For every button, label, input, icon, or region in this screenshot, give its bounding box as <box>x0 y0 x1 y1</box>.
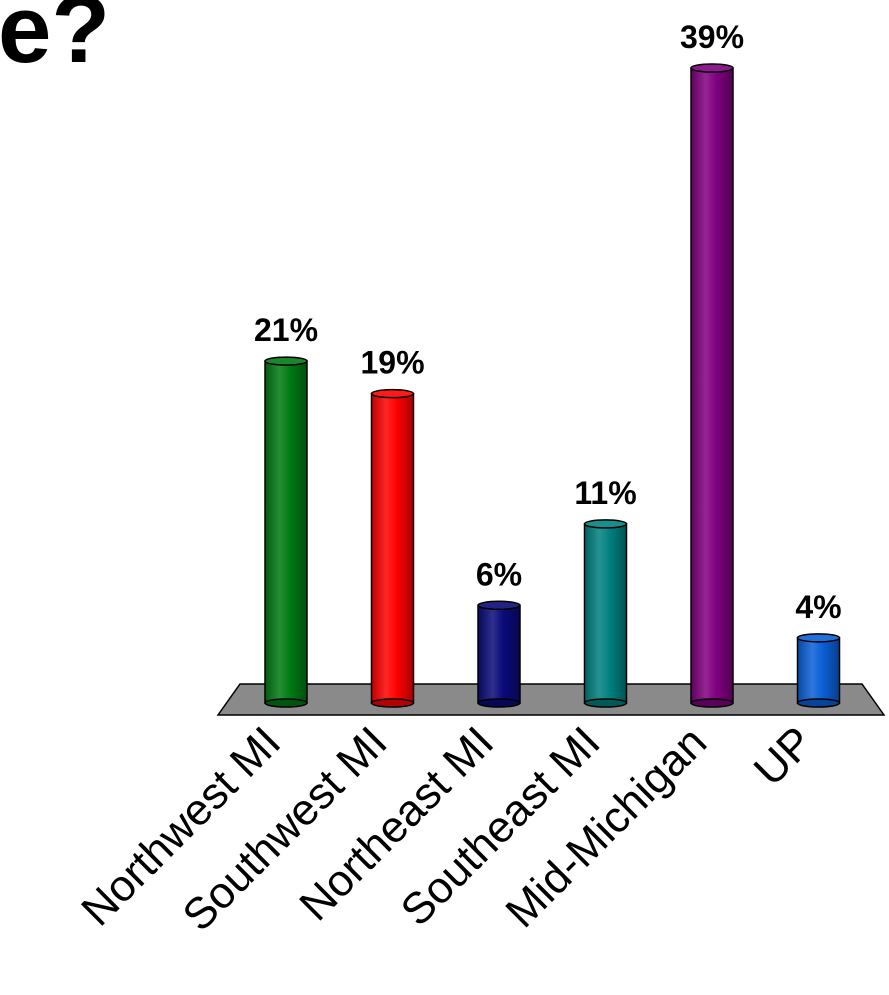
data-label: 6% <box>476 556 522 592</box>
bar-top-cap <box>798 634 840 642</box>
bar <box>478 605 520 703</box>
bar <box>798 638 840 703</box>
bar-top-cap <box>265 357 307 365</box>
bar-group <box>372 390 414 707</box>
bar-base-cap <box>798 699 840 707</box>
bar-group <box>478 601 520 707</box>
bar <box>372 394 414 703</box>
bar-top-cap <box>478 601 520 609</box>
bar-group <box>798 634 840 707</box>
chart-floor <box>218 684 884 715</box>
category-label: UP <box>745 717 823 795</box>
data-label: 19% <box>360 345 424 381</box>
data-label: 21% <box>254 312 318 348</box>
bar-top-cap <box>691 64 733 72</box>
bar-group <box>691 64 733 707</box>
bar-base-cap <box>585 699 627 707</box>
bar <box>691 68 733 703</box>
bar <box>265 361 307 703</box>
bar-group <box>585 520 627 707</box>
bar-base-cap <box>691 699 733 707</box>
data-label: 4% <box>795 589 841 625</box>
data-label: 39% <box>680 19 744 55</box>
bar-group <box>265 357 307 707</box>
bar-top-cap <box>585 520 627 528</box>
bar-base-cap <box>478 699 520 707</box>
bar-base-cap <box>372 699 414 707</box>
bar-top-cap <box>372 390 414 398</box>
bar-base-cap <box>265 699 307 707</box>
bar <box>585 524 627 703</box>
data-label: 11% <box>574 475 636 511</box>
